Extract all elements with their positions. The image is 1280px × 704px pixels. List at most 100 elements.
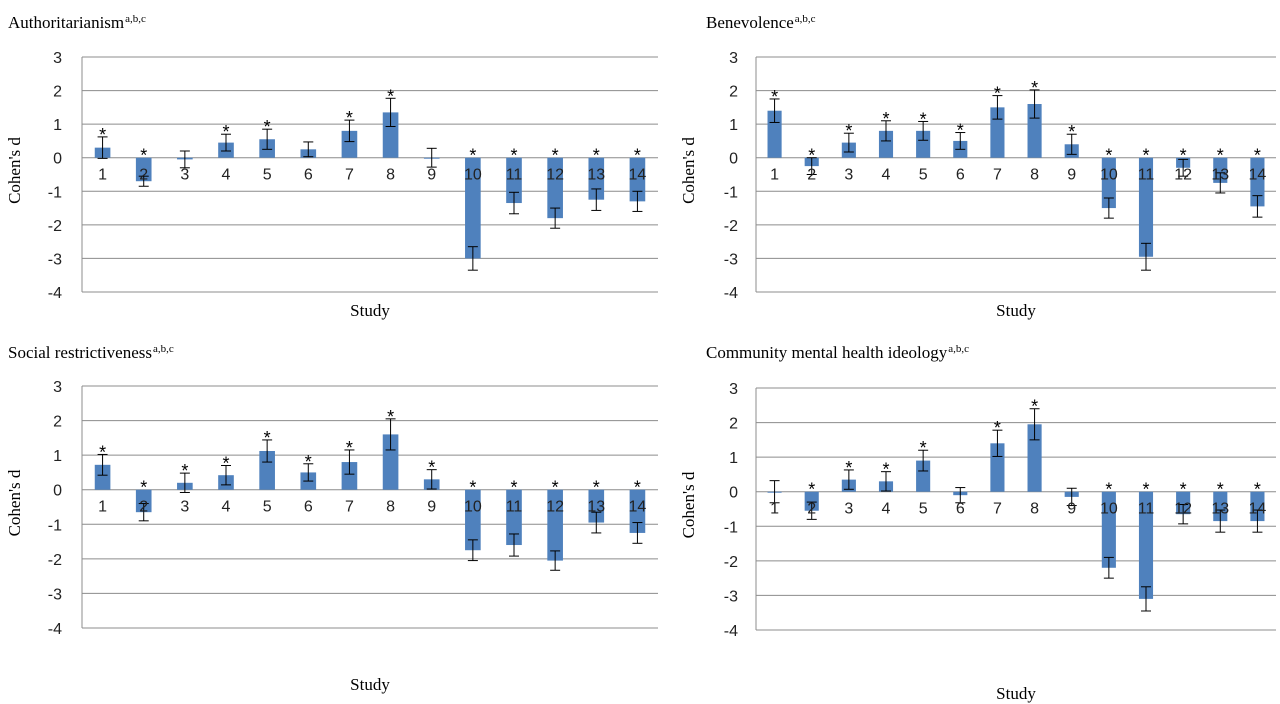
significance-marker: * (771, 87, 778, 107)
x-tick-label: 11 (506, 499, 523, 516)
x-tick-label: 9 (1067, 167, 1076, 184)
x-tick-label: 1 (98, 499, 107, 516)
y-tick-label: -4 (724, 285, 738, 302)
chart-title-superscript: a,b,c (153, 343, 174, 355)
x-tick-label: 4 (882, 501, 891, 518)
x-axis-label: Study (350, 301, 390, 320)
bar (1176, 491, 1191, 515)
significance-marker: * (305, 452, 312, 472)
y-tick-label: 3 (729, 50, 738, 67)
significance-marker: * (387, 407, 394, 427)
y-tick-label: -4 (48, 621, 62, 638)
y-axis-label: Cohen's d (679, 137, 698, 204)
y-tick-label: -3 (724, 588, 738, 605)
x-tick-label: 11 (506, 167, 523, 184)
chart-title: Community mental health ideology (706, 343, 948, 362)
x-tick-label: 8 (1030, 167, 1039, 184)
x-tick-label: 1 (98, 167, 107, 184)
bar (588, 489, 605, 523)
x-tick-label: 3 (180, 167, 189, 184)
bar (382, 434, 399, 490)
y-tick-label: 2 (729, 84, 738, 101)
bar (1213, 491, 1228, 522)
significance-marker: * (593, 478, 600, 498)
x-tick-label: 2 (139, 499, 148, 516)
x-tick-label: 9 (427, 167, 436, 184)
x-tick-label: 10 (1100, 167, 1118, 184)
chart-title-superscript: a,b,c (125, 13, 146, 25)
significance-marker: * (264, 117, 271, 137)
significance-marker: * (1180, 480, 1187, 500)
significance-marker: * (957, 121, 964, 141)
significance-marker: * (920, 438, 927, 458)
y-tick-label: 0 (53, 483, 62, 500)
significance-marker: * (1254, 480, 1261, 500)
significance-marker: * (1105, 480, 1112, 500)
significance-marker: * (845, 121, 852, 141)
x-tick-label: 9 (427, 499, 436, 516)
y-axis-label: Cohen's d (679, 471, 698, 538)
bar (135, 489, 152, 513)
x-tick-label: 13 (587, 167, 605, 184)
bar (804, 491, 819, 511)
bar (547, 157, 563, 219)
y-tick-label: -2 (724, 554, 738, 571)
y-tick-label: 2 (53, 414, 62, 431)
x-tick-label: 8 (386, 499, 395, 516)
significance-marker: * (181, 461, 188, 481)
y-tick-label: -2 (724, 218, 738, 235)
significance-marker: * (1142, 480, 1149, 500)
significance-marker: * (469, 478, 476, 498)
x-tick-label: 6 (956, 167, 965, 184)
bar (1138, 491, 1154, 599)
y-tick-label: -3 (48, 586, 62, 603)
bar (465, 489, 481, 551)
significance-marker: * (1217, 480, 1224, 500)
significance-marker: * (994, 84, 1001, 104)
bar (341, 462, 358, 490)
x-tick-label: 2 (139, 167, 148, 184)
x-tick-label: 6 (956, 501, 965, 518)
significance-marker: * (140, 146, 147, 166)
chart-title-superscript: a,b,c (948, 343, 969, 355)
y-tick-label: -4 (48, 285, 62, 302)
x-tick-label: 7 (993, 501, 1002, 518)
y-tick-label: -3 (48, 251, 62, 268)
x-tick-label: 3 (180, 499, 189, 516)
significance-marker: * (882, 109, 889, 129)
bar (547, 489, 563, 561)
significance-marker: * (1068, 122, 1075, 142)
x-tick-label: 14 (1249, 167, 1267, 184)
x-tick-label: 7 (993, 167, 1002, 184)
y-tick-label: -1 (724, 519, 738, 536)
x-tick-label: 10 (1100, 501, 1118, 518)
x-tick-label: 5 (919, 167, 928, 184)
x-tick-label: 3 (844, 501, 853, 518)
bar (1213, 157, 1228, 183)
significance-marker: * (1105, 146, 1112, 166)
chart-title: Authoritarianism (8, 13, 124, 32)
significance-marker: * (1031, 397, 1038, 417)
bar (465, 157, 481, 259)
y-tick-label: 0 (53, 151, 62, 168)
x-tick-label: 6 (304, 167, 313, 184)
x-tick-label: 7 (345, 167, 354, 184)
y-tick-label: 2 (729, 416, 738, 433)
significance-marker: * (264, 428, 271, 448)
y-tick-label: 1 (729, 450, 738, 467)
bar (1250, 157, 1265, 207)
y-tick-label: 1 (53, 117, 62, 134)
y-tick-label: 3 (53, 379, 62, 396)
bar (629, 157, 646, 202)
significance-marker: * (99, 125, 106, 145)
x-tick-label: 7 (345, 499, 354, 516)
significance-marker: * (346, 438, 353, 458)
y-axis-label: Cohen's d (5, 469, 24, 536)
significance-marker: * (552, 146, 559, 166)
y-tick-label: -1 (48, 517, 62, 534)
bar (94, 464, 111, 490)
significance-marker: * (994, 418, 1001, 438)
x-tick-label: 5 (263, 167, 272, 184)
